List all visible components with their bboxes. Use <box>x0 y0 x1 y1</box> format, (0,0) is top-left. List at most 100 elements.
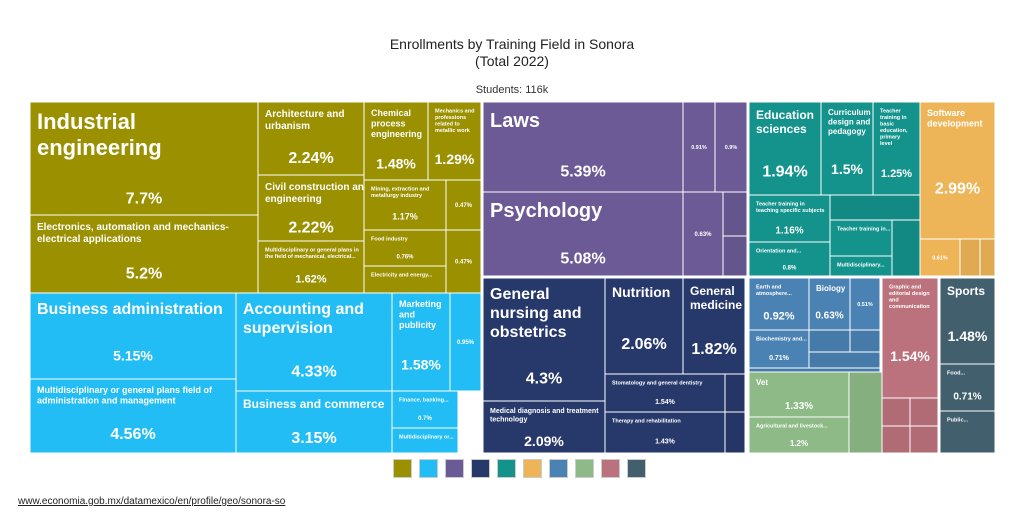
treemap-tile[interactable]: Business and commerce 3.15% <box>235 390 393 454</box>
tile-value: 5.15% <box>113 348 153 364</box>
legend-swatch[interactable] <box>627 459 646 478</box>
treemap-tile[interactable]: Finance, banking... 0.7% <box>391 390 459 429</box>
treemap-tile[interactable]: Software development 2.99% <box>919 101 996 240</box>
treemap-tile[interactable]: Multidisciplinary... <box>829 255 893 277</box>
tile-value: 5.2% <box>126 266 162 283</box>
treemap-tile[interactable]: Multidisciplinary or... <box>391 427 459 454</box>
tile-value: 4.3% <box>526 371 562 388</box>
treemap-tile[interactable]: 0.47% <box>445 229 482 294</box>
treemap-tile[interactable]: Teacher training in basic education, primary… <box>872 101 921 196</box>
tile-label: Nutrition <box>612 284 670 300</box>
treemap-tile-minor[interactable] <box>881 425 911 454</box>
treemap-tile-minor[interactable] <box>808 329 851 353</box>
treemap-tile[interactable]: Agricultural and livestock... 1.2% <box>748 416 850 454</box>
treemap-tile-minor[interactable] <box>724 373 746 413</box>
treemap-tile[interactable]: Biology 0.63% <box>808 277 851 331</box>
legend-swatch[interactable] <box>445 459 464 478</box>
treemap-tile[interactable]: Food industry 0.76% <box>363 229 447 267</box>
source-link[interactable]: www.economia.gob.mx/datamexico/en/profil… <box>18 496 286 507</box>
legend-swatch[interactable] <box>393 459 412 478</box>
treemap-tile-minor[interactable] <box>891 219 921 277</box>
treemap-tile[interactable]: Psychology 5.08% <box>482 191 684 277</box>
legend-swatch[interactable] <box>575 459 594 478</box>
treemap-tile[interactable]: 0.61% <box>919 238 961 277</box>
treemap-tile[interactable]: Orientation and... 0.8% <box>748 241 831 277</box>
treemap-tile[interactable]: Marketing and publicity 1.58% <box>391 292 451 392</box>
treemap-tile[interactable]: Electricity and energy... <box>363 265 447 294</box>
treemap-tile[interactable]: Electronics, automation and mechanics-el… <box>29 214 259 294</box>
treemap-tile[interactable]: Medical diagnosis and treatment technolog… <box>482 400 606 454</box>
tile-label: Accounting and supervision <box>243 301 364 337</box>
treemap-tile[interactable]: Therapy and rehabilitation 1.43% <box>604 411 726 454</box>
treemap-tile-minor[interactable] <box>722 191 748 237</box>
tile-value: 0.92% <box>763 310 794 322</box>
treemap-tile-minor[interactable] <box>829 194 921 221</box>
treemap-tile[interactable]: 0.47% <box>445 179 482 231</box>
treemap-tile[interactable]: Curriculum design and pedagogy 1.5% <box>820 101 874 196</box>
tile-value: 1.48% <box>376 156 416 172</box>
tile-value: 1.48% <box>948 328 988 344</box>
treemap-tile[interactable]: 0.9% <box>714 101 748 193</box>
treemap-tile-minor[interactable] <box>959 238 981 277</box>
tile-label: Agricultural and livestock... <box>756 424 828 430</box>
tile-label: Mining, extraction and metallurgy industr… <box>371 187 429 199</box>
chart-title: Enrollments by Training Field in Sonora <box>389 36 635 52</box>
treemap-tile[interactable]: Industrial engineering 7.7% <box>29 101 259 216</box>
treemap-tile[interactable]: Biochemistry and... 0.71% <box>748 329 810 369</box>
treemap-tile[interactable]: 0.91% <box>682 101 716 193</box>
tile-value: 1.2% <box>790 439 808 448</box>
legend-swatch[interactable] <box>523 459 542 478</box>
tile-label: Business and commerce <box>243 397 385 411</box>
treemap-tile[interactable]: Multidisciplinary or general plans in the… <box>257 240 365 294</box>
tile-value: 1.43% <box>655 438 676 445</box>
treemap-tile[interactable]: Food... 0.71% <box>939 363 996 412</box>
treemap-tile[interactable]: Architecture and urbanism 2.24% <box>257 101 365 176</box>
legend-swatch[interactable] <box>497 459 516 478</box>
treemap-tile[interactable]: General medicine 1.82% <box>682 277 746 375</box>
treemap-tile-minor[interactable] <box>979 238 996 277</box>
treemap-tile[interactable]: Graphic and editorial design and communicat… <box>881 277 939 399</box>
treemap-tile-minor[interactable] <box>909 397 939 427</box>
treemap-tile-minor[interactable] <box>724 411 746 454</box>
tile-label: Biochemistry and... <box>756 337 807 343</box>
treemap-tile[interactable]: Education sciences 1.94% <box>748 101 822 196</box>
treemap-tile-minor[interactable] <box>722 235 748 277</box>
legend-swatch[interactable] <box>549 459 568 478</box>
treemap-tile-minor[interactable] <box>909 425 939 454</box>
treemap-tile[interactable]: Civil construction and engineering 2.22% <box>257 174 370 242</box>
tile-label: Stomatology and general dentistry <box>612 381 703 387</box>
tile-label: Civil construction and engineering <box>265 182 370 205</box>
treemap-tile[interactable]: 0.63% <box>682 191 724 277</box>
treemap-tile[interactable]: Earth and atmosphere... 0.92% <box>748 277 810 331</box>
tile-label: Mechanics and professions related to metall… <box>435 109 474 134</box>
treemap-tile[interactable]: Public... <box>939 410 996 454</box>
treemap-tile[interactable]: Multidisciplinary or general plans field… <box>29 378 237 454</box>
treemap-tile[interactable]: Teacher training in teaching specific sub… <box>748 194 831 243</box>
treemap-tile[interactable]: Business administration 5.15% <box>29 292 237 380</box>
treemap-tile[interactable]: Mining, extraction and metallurgy industr… <box>363 179 447 231</box>
treemap-tile[interactable]: Teacher training in... <box>829 219 893 257</box>
treemap-tile[interactable]: Accounting and supervision 4.33% <box>235 292 393 392</box>
treemap-tile-minor[interactable] <box>881 397 911 427</box>
tile-label: Multidisciplinary or... <box>399 435 454 441</box>
treemap-tile[interactable]: Sports 1.48% <box>939 277 996 365</box>
treemap-tile[interactable]: Chemical process engineering 1.48% <box>363 101 429 181</box>
treemap-tile[interactable]: General nursing and obstetrics 4.3% <box>482 277 606 402</box>
treemap-tile-minor[interactable] <box>849 329 881 353</box>
tile-label: Marketing and publicity <box>399 299 442 330</box>
treemap-tile[interactable]: Laws 5.39% <box>482 101 684 193</box>
treemap-tile-minor[interactable] <box>748 367 881 373</box>
total-students: Students: 116k <box>475 84 549 96</box>
treemap-tile-minor[interactable] <box>848 371 883 454</box>
treemap-tile[interactable]: Vet 1.33% <box>748 371 850 418</box>
legend-swatch[interactable] <box>601 459 620 478</box>
treemap-tile[interactable]: Stomatology and general dentistry 1.54% <box>604 373 726 413</box>
treemap-tile[interactable]: Nutrition 2.06% <box>604 277 684 375</box>
legend-swatch[interactable] <box>419 459 438 478</box>
treemap-tile[interactable]: Mechanics and professions related to metall… <box>427 101 482 181</box>
legend-swatch[interactable] <box>471 459 490 478</box>
treemap-tile[interactable]: 0.95% <box>449 292 482 392</box>
tile-label: Graphic and editorial design and communicat… <box>889 285 930 310</box>
tile-label: Software development <box>927 108 983 129</box>
treemap-tile[interactable]: 0.51% <box>849 277 881 331</box>
